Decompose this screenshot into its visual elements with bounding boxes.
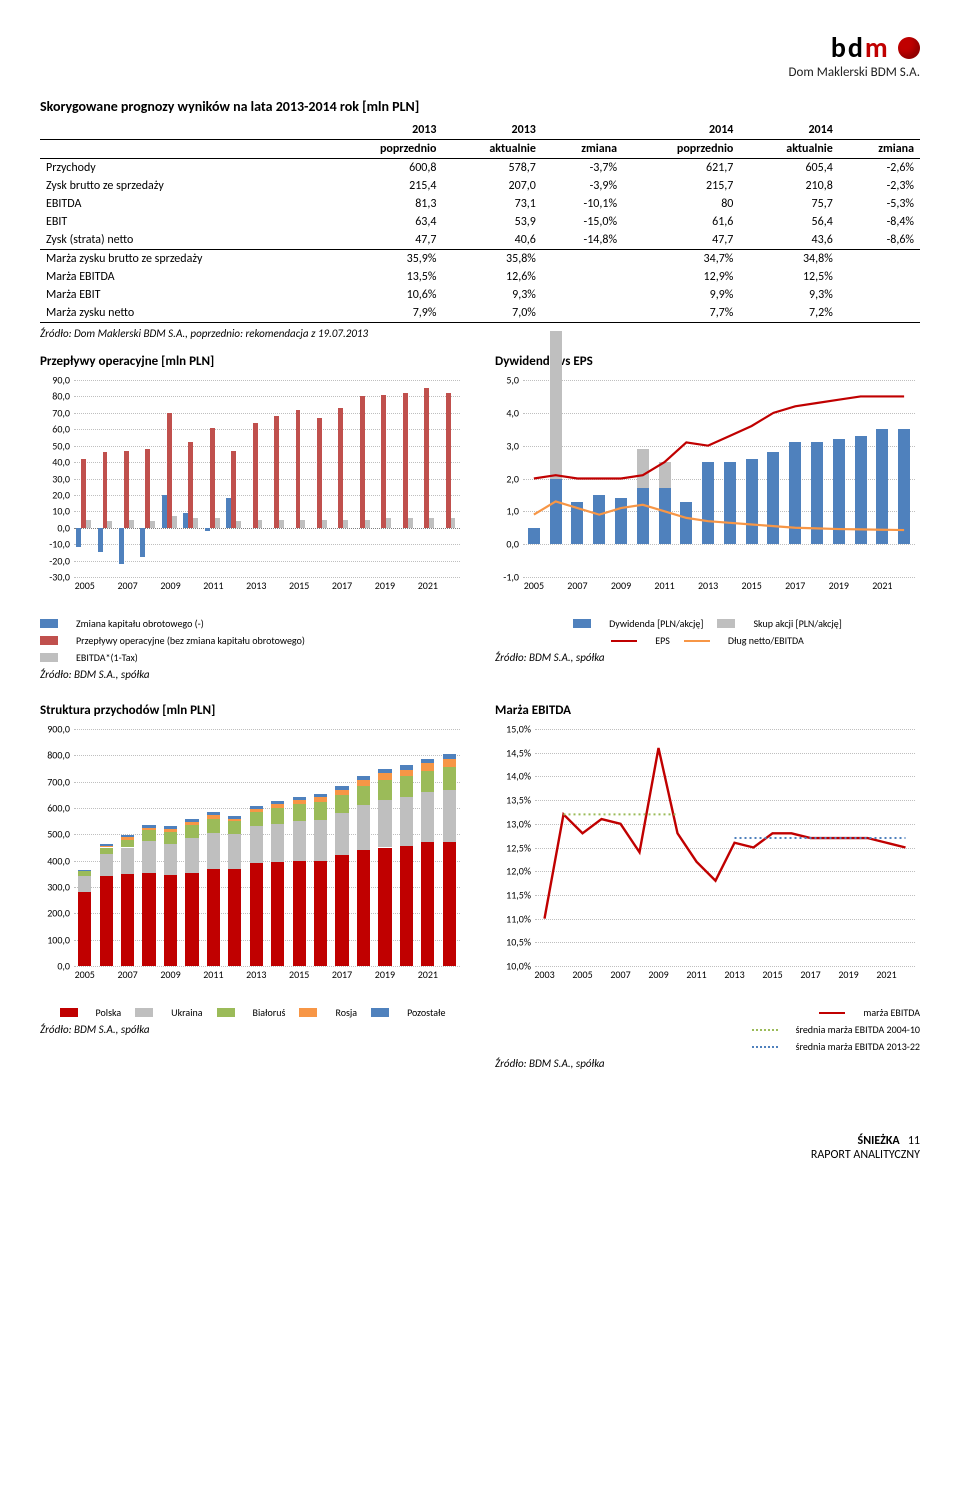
chart1-legend: Zmiana kapitału obrotowego (-)Przepływy … [40, 617, 465, 664]
forecast-table: 2013201320142014 poprzednioaktualniezmia… [40, 121, 920, 323]
chart-ebitda-margin: 10,0%10,5%11,0%11,5%12,0%12,5%13,0%13,5%… [495, 724, 920, 984]
logo-block: bdm Dom Maklerski BDM S.A. [40, 30, 920, 80]
chart4-source: Źródło: BDM S.A., spółka [495, 1057, 920, 1070]
page-footer: ŚNIEŻKA 11 RAPORT ANALITYCZNY [40, 1134, 920, 1162]
chart4-title: Marża EBITDA [495, 703, 920, 718]
table-source: Źródło: Dom Maklerski BDM S.A., poprzedn… [40, 327, 920, 340]
logo-ball-icon [898, 37, 920, 59]
chart-cashflow: -30,0-20,0-10,00,010,020,030,040,050,060… [40, 375, 465, 595]
chart-revenue-structure: 0,0100,0200,0300,0400,0500,0600,0700,080… [40, 724, 465, 984]
chart1-title: Przepływy operacyjne [mln PLN] [40, 354, 465, 369]
chart4-legend: marża EBITDAśrednia marża EBITDA 2004-10… [495, 1006, 920, 1053]
chart3-legend: PolskaUkrainaBiałoruśRosjaPozostałe [40, 1006, 465, 1019]
chart-dividend-eps: -1,00,01,02,03,04,05,0200520072009201120… [495, 375, 920, 595]
footer-page: 11 [908, 1134, 920, 1148]
chart3-title: Struktura przychodów [mln PLN] [40, 703, 465, 718]
table-title: Skorygowane prognozy wyników na lata 201… [40, 98, 920, 115]
chart1-source: Źródło: BDM S.A., spółka [40, 668, 465, 681]
chart2-legend: Dywidenda [PLN/akcję]Skup akcji [PLN/akc… [495, 617, 920, 647]
footer-company: ŚNIEŻKA [858, 1134, 900, 1148]
chart2-source: Źródło: BDM S.A., spółka [495, 651, 920, 664]
logo-subtitle: Dom Maklerski BDM S.A. [789, 65, 920, 80]
footer-doc: RAPORT ANALITYCZNY [811, 1148, 920, 1162]
chart3-source: Źródło: BDM S.A., spółka [40, 1023, 465, 1036]
logo-brand: bdm [789, 30, 920, 65]
